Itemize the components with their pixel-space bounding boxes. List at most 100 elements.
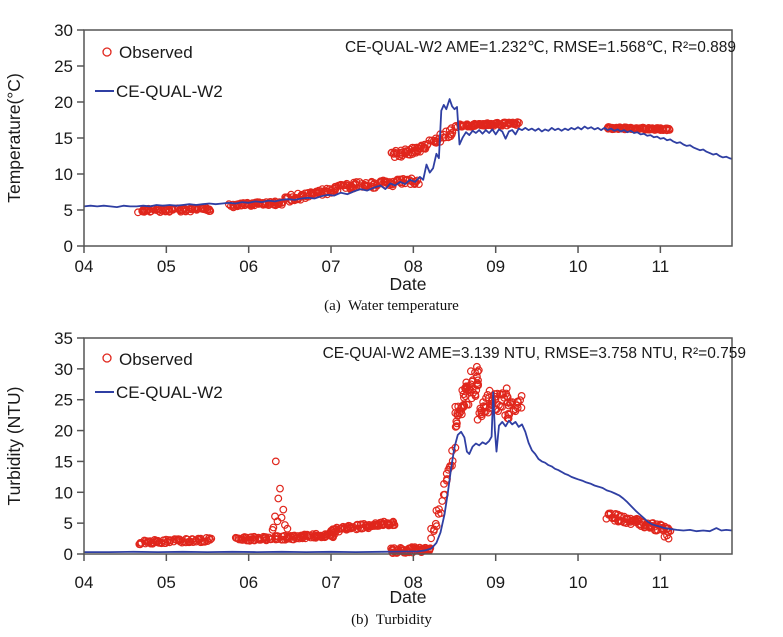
observed-point <box>404 150 413 159</box>
observed-point <box>435 505 443 514</box>
observed-point <box>273 517 282 526</box>
observed-point <box>206 535 215 544</box>
observed-point <box>501 118 510 127</box>
model-line <box>84 391 733 554</box>
observed-point <box>502 384 511 393</box>
plot-frame <box>83 337 733 555</box>
observed-point <box>277 513 286 522</box>
observed-point <box>389 517 398 526</box>
observed-point <box>432 522 441 531</box>
x-tick-label: 04 <box>75 257 94 276</box>
observed-point <box>517 403 526 412</box>
y-tick-label: 20 <box>54 422 73 441</box>
observed-point <box>271 457 280 466</box>
observed-point <box>279 505 288 514</box>
legend-observed-marker-icon <box>102 353 112 363</box>
observed-point <box>516 396 524 405</box>
x-tick-label: 04 <box>75 573 94 592</box>
model-line <box>83 98 733 209</box>
x-tick-label: 10 <box>569 257 588 276</box>
observed-point <box>438 497 447 505</box>
observed-point <box>452 422 461 430</box>
x-tick-label: 11 <box>652 257 670 276</box>
legend-observed-label: Observed <box>119 350 193 369</box>
x-tick-label: 07 <box>322 257 341 276</box>
observed-point <box>473 367 482 376</box>
x-tick-label: 11 <box>652 573 670 592</box>
observed-point <box>415 180 423 189</box>
y-tick-label: 30 <box>54 360 73 379</box>
observed-point <box>158 206 167 215</box>
observed-point <box>471 390 480 399</box>
water-temperature-figure: 0 5 10 15 20 25 30 04 05 06 07 08 09 10 11 Date Temperat… <box>0 0 783 316</box>
y-tick-label: 5 <box>64 201 73 220</box>
legend-observed-label: Observed <box>119 43 193 62</box>
x-tick-label: 06 <box>239 573 258 592</box>
x-axis-title: Date <box>390 587 427 607</box>
observed-point <box>283 524 292 533</box>
observed-point <box>352 178 361 186</box>
observed-series <box>135 362 675 558</box>
x-tick-label: 08 <box>404 257 423 276</box>
y-tick-label: 10 <box>54 165 73 184</box>
y-tick-label: 30 <box>54 21 73 40</box>
y-tick-label: 0 <box>64 545 73 564</box>
legend-model-label: CE-QUAL-W2 <box>116 82 223 101</box>
y-tick-label: 5 <box>64 514 73 533</box>
y-tick-label: 25 <box>54 57 73 76</box>
observed-point <box>474 366 483 375</box>
observed-point <box>207 534 216 543</box>
y-tick-label: 20 <box>54 93 73 112</box>
observed-point <box>477 412 486 421</box>
observed-point <box>206 207 215 215</box>
observed-point <box>665 125 673 134</box>
y-tick-label: 35 <box>54 332 73 348</box>
observed-point <box>464 400 473 409</box>
observed-point <box>517 392 526 400</box>
observed-point <box>136 540 145 549</box>
x-tick-label: 07 <box>322 573 341 592</box>
stats-annotation: CE-QUAl-W2 AME=3.139 NTU, RMSE=3.758 NTU… <box>323 345 746 362</box>
observed-point <box>161 207 170 216</box>
observed-point <box>274 494 283 503</box>
x-tick-label: 05 <box>157 573 176 592</box>
observed-point <box>268 525 277 534</box>
observed-point <box>602 514 611 523</box>
caption-water-temperature: (a) Water temperature <box>324 298 459 314</box>
x-tick-label: 05 <box>157 257 176 276</box>
legend-model-label: CE-QUAL-W2 <box>116 383 223 402</box>
x-axis-title: Date <box>390 274 427 294</box>
observed-point <box>473 379 482 387</box>
observed-point <box>390 521 399 530</box>
y-axis-title: Turbidity (NTU) <box>4 387 24 506</box>
observed-point <box>505 410 514 419</box>
observed-point <box>484 408 493 417</box>
caption-turbidity: (b) Turbidity <box>351 612 432 628</box>
legend-observed-marker-icon <box>102 47 112 57</box>
y-tick-label: 0 <box>64 237 73 256</box>
observed-point <box>663 531 671 540</box>
x-tick-label: 08 <box>404 573 423 592</box>
x-tick-label: 06 <box>239 257 258 276</box>
x-tick-label: 09 <box>486 257 505 276</box>
observed-point <box>273 535 282 544</box>
observed-point <box>451 422 460 431</box>
x-tick-label: 09 <box>486 573 505 592</box>
observed-point <box>515 118 523 127</box>
observed-point <box>459 400 468 409</box>
observed-point <box>460 393 468 402</box>
y-tick-label: 15 <box>54 452 73 471</box>
observed-point <box>276 484 284 493</box>
y-tick-label: 10 <box>54 483 73 502</box>
observed-point <box>262 535 271 544</box>
turbidity-figure: 0 5 10 15 20 25 30 35 04 05 06 07 08 09 10 11 Date Turbid… <box>0 332 783 630</box>
observed-point <box>448 128 457 137</box>
observed-point <box>504 409 513 418</box>
y-tick-label: 15 <box>54 129 73 148</box>
x-tick-label: 10 <box>569 573 588 592</box>
y-axis-title: Temperature(°C) <box>4 73 24 203</box>
y-tick-label: 25 <box>54 391 73 410</box>
